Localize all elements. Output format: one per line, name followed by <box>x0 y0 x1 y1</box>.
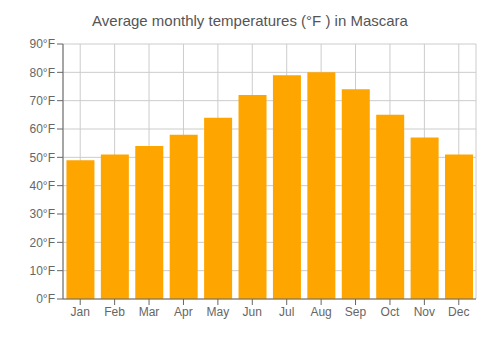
svg-text:Feb: Feb <box>104 305 125 319</box>
svg-text:Oct: Oct <box>381 305 400 319</box>
svg-text:Aug: Aug <box>310 305 331 319</box>
svg-text:40°F: 40°F <box>30 179 55 193</box>
svg-text:50°F: 50°F <box>30 151 55 165</box>
svg-text:30°F: 30°F <box>30 207 55 221</box>
svg-text:20°F: 20°F <box>30 236 55 250</box>
svg-text:0°F: 0°F <box>36 292 55 306</box>
svg-text:80°F: 80°F <box>30 66 55 80</box>
svg-text:60°F: 60°F <box>30 122 55 136</box>
svg-text:70°F: 70°F <box>30 94 55 108</box>
svg-text:Apr: Apr <box>174 305 193 319</box>
svg-text:May: May <box>207 305 230 319</box>
svg-text:Dec: Dec <box>448 305 469 319</box>
svg-text:Nov: Nov <box>414 305 435 319</box>
svg-text:Jun: Jun <box>243 305 262 319</box>
svg-text:Mar: Mar <box>139 305 160 319</box>
svg-text:Jul: Jul <box>279 305 294 319</box>
html-text:Average monthly temperatures (: Average monthly temperatures (°F ) in Ma… <box>92 12 408 29</box>
svg-text:Sep: Sep <box>345 305 367 319</box>
svg-text:90°F: 90°F <box>30 37 55 51</box>
svg-text:Jan: Jan <box>71 305 90 319</box>
svg-text:10°F: 10°F <box>30 264 55 278</box>
